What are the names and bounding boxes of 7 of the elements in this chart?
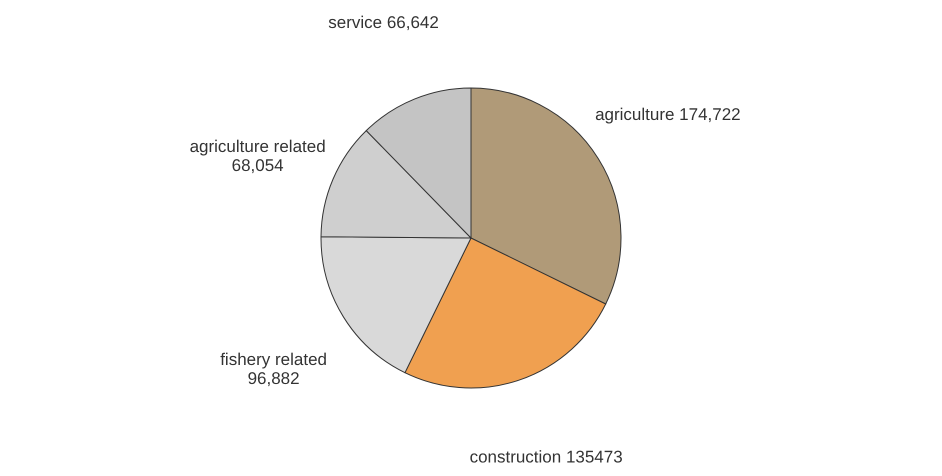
slice-label: service 66,642 <box>328 13 439 32</box>
slice-label: agriculture 174,722 <box>595 105 741 124</box>
data-label: 96,882 <box>248 368 300 388</box>
data-label: 68,054 <box>232 156 284 175</box>
slice-label: construction 135473 <box>470 448 623 467</box>
slice-label: agriculture related <box>190 136 326 156</box>
slice-label: fishery related <box>220 350 327 369</box>
